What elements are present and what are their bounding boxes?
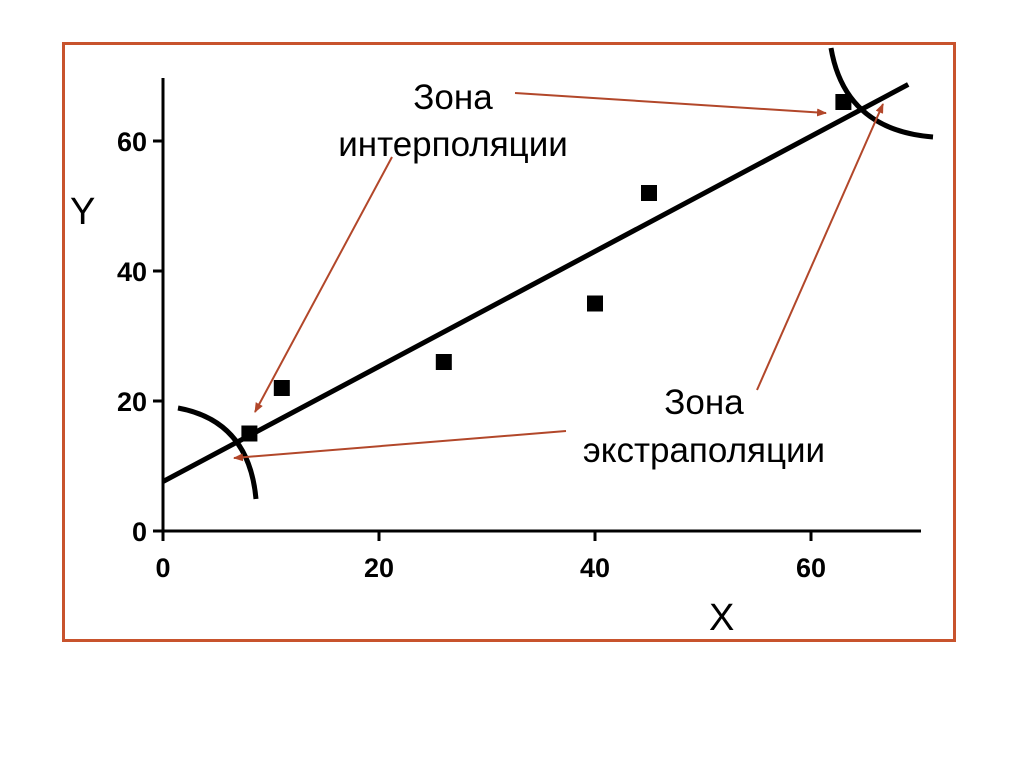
x-tick-label: 0 [155, 553, 170, 583]
data-point [587, 295, 603, 312]
chart-frame [62, 42, 956, 642]
x-ticks: 0 20 40 60 [155, 531, 826, 583]
x-tick-label: 40 [580, 553, 610, 583]
interpolation-label-line1: Зона [413, 78, 493, 117]
extrapolation-label-line1: Зона [664, 383, 744, 422]
data-point [435, 354, 452, 370]
y-tick-label: 40 [117, 257, 147, 287]
y-tick-label: 20 [117, 387, 147, 417]
extrapolation-arc-lower [177, 405, 259, 500]
arrow-extrapolation-to-bottom-zone [233, 430, 567, 462]
interpolation-label-line2: интерполяции [338, 125, 568, 164]
y-ticks: 0 20 40 60 [117, 127, 163, 547]
data-point [835, 94, 852, 110]
extrapolation-label-line2: экстраполяции [583, 431, 825, 470]
data-point [241, 425, 258, 442]
extrapolation-arc-upper [828, 47, 934, 140]
regression-line [161, 82, 910, 484]
arrow-interpolation-to-top-point [514, 92, 827, 117]
data-points [241, 94, 852, 442]
y-tick-label: 60 [117, 127, 147, 157]
arrow-interpolation-to-bottom-point [254, 156, 393, 413]
x-tick-label: 20 [364, 553, 394, 583]
y-axis-title: Y [70, 191, 95, 233]
y-tick-label: 0 [132, 517, 147, 547]
x-tick-label: 60 [796, 553, 826, 583]
x-axis-title: X [709, 597, 734, 639]
data-point [641, 185, 657, 201]
data-point [273, 380, 290, 396]
arrow-extrapolation-to-top-zone [756, 103, 884, 391]
